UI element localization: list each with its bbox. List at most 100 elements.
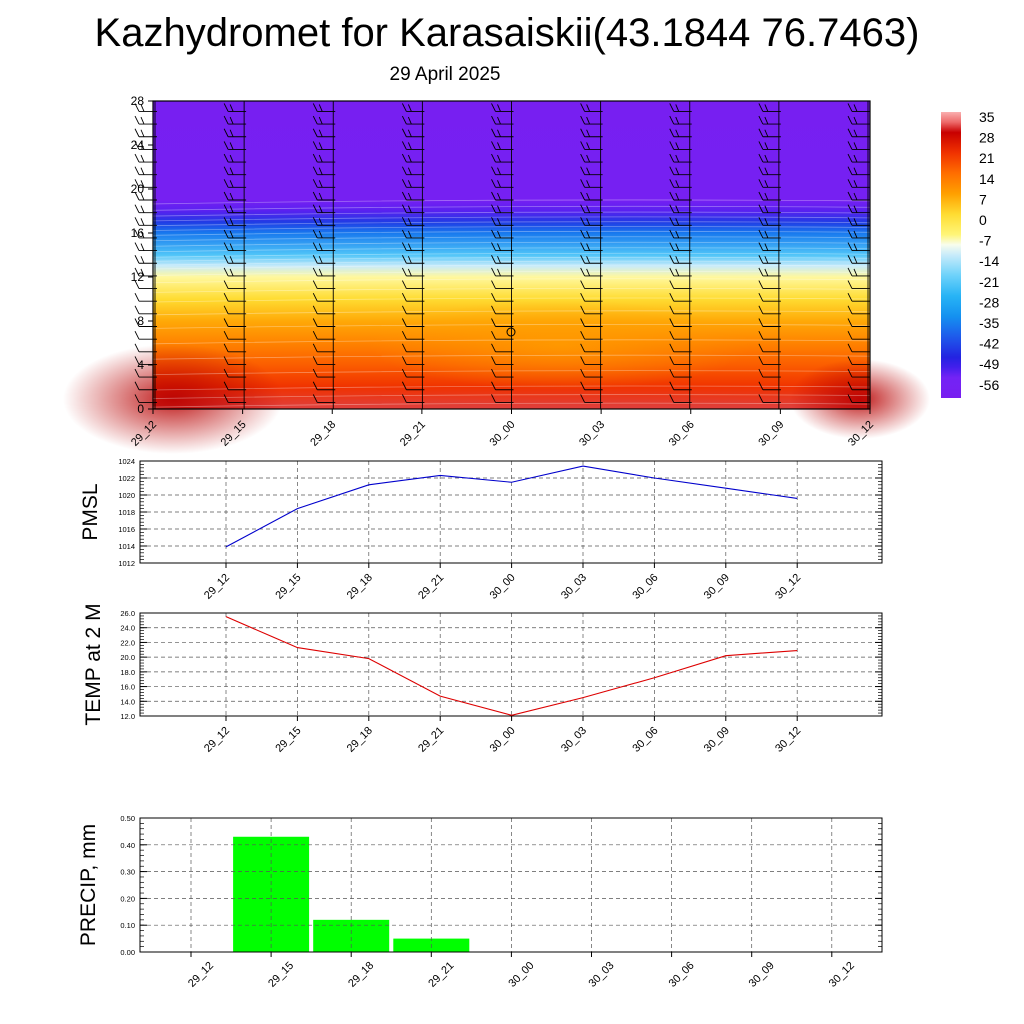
x-tick-label: 30_00	[488, 725, 518, 755]
x-tick-label: 30_12	[773, 572, 803, 602]
wind-barb	[312, 191, 336, 201]
wind-barb	[401, 394, 425, 403]
wind-barb	[401, 179, 425, 188]
y-tick-label: 0	[137, 402, 144, 416]
wind-barb	[223, 103, 247, 112]
wind-barb	[847, 103, 870, 112]
precip-panel: 0.00 0.10 0.20 0.30 0.40 0.50 29_12 29_15 29_18 2…	[77, 814, 883, 990]
wind-barb	[847, 115, 870, 125]
wind-barb	[491, 318, 514, 327]
wind-barb	[401, 141, 425, 150]
wind-barb	[223, 166, 247, 176]
wind-barb	[847, 267, 870, 277]
wind-barb	[312, 141, 336, 150]
y-tick-label: 1016	[118, 525, 135, 534]
colorbar-label: -35	[979, 315, 999, 331]
wind-barb	[223, 368, 247, 378]
temp-2m-panel: 12.0 14.0 16.0 18.0 20.0 22.0 24.0 26.0 29_12 29_…	[82, 603, 883, 755]
wind-barb	[223, 153, 247, 163]
wind-barb	[223, 242, 247, 252]
wind-barb	[847, 191, 870, 201]
wind-barb	[758, 381, 781, 391]
wind-barb	[758, 292, 781, 302]
y-axis-label: PMSL	[79, 483, 102, 540]
y-tick-label: 1018	[118, 508, 135, 517]
wind-barb	[312, 115, 336, 125]
wind-barb	[758, 267, 781, 277]
wind-barb	[223, 229, 247, 239]
wind-barb	[847, 343, 870, 353]
x-tick-label: 30_00	[488, 419, 518, 449]
wind-barb	[312, 229, 336, 239]
wind-barb	[758, 255, 781, 264]
wind-barb	[847, 255, 870, 264]
wind-barb	[758, 191, 781, 201]
wind-barb	[401, 242, 425, 252]
x-tick-label: 30_09	[747, 960, 777, 990]
colorbar-label: 7	[979, 191, 987, 207]
wind-barb	[669, 330, 692, 340]
wind-barb	[223, 115, 247, 125]
y-tick-label: 1012	[118, 559, 135, 568]
wind-barb	[401, 103, 425, 112]
wind-barb	[401, 217, 425, 226]
wind-barb	[134, 305, 157, 315]
wind-barb	[491, 381, 514, 391]
wind-barb	[580, 103, 603, 112]
wind-barb	[223, 191, 247, 201]
wind-barb	[312, 204, 336, 214]
colorbar-label: -7	[979, 233, 992, 249]
y-tick-label: 12	[131, 270, 145, 284]
wind-barb	[580, 141, 603, 150]
wind-barb	[134, 153, 157, 163]
x-tick-label: 30_06	[667, 419, 697, 449]
chart-title: Kazhydromet for Karasaiskii(43.1844 76.7…	[94, 11, 920, 55]
y-axis-label: PRECIP, mm	[77, 824, 100, 946]
y-tick-label: 1022	[118, 474, 135, 483]
pmsl-line	[225, 465, 798, 548]
wind-barb	[847, 179, 870, 188]
wind-barb	[401, 166, 425, 176]
wind-barb	[401, 153, 425, 163]
y-tick-label: 20.0	[120, 653, 135, 662]
wind-barb	[491, 204, 514, 214]
wind-barb	[223, 128, 247, 138]
x-tick-label: 29_18	[308, 419, 338, 449]
temperature-colorbar: 35 28 21 14 7 0 -7 -14 -21 -28 -35 -42 -49 -56	[941, 109, 999, 398]
wind-barb	[580, 292, 603, 302]
wind-barb	[580, 204, 603, 214]
wind-barb	[669, 179, 692, 188]
wind-barb	[669, 255, 692, 264]
wind-barb	[669, 204, 692, 214]
wind-barb	[758, 179, 781, 188]
wind-barb	[580, 153, 603, 163]
wind-barb	[847, 141, 870, 150]
y-tick-label: 28	[131, 94, 145, 108]
wind-barb	[758, 368, 781, 378]
y-tick-label: 18.0	[120, 668, 135, 677]
x-tick-label: 30_12	[773, 725, 803, 755]
wind-barb	[491, 141, 514, 150]
wind-barb	[312, 153, 336, 163]
wind-barb	[758, 343, 781, 353]
x-tick-label: 29_12	[202, 725, 232, 755]
wind-barb	[758, 141, 781, 150]
wind-barb	[580, 217, 603, 226]
y-tick-label: 12.0	[120, 712, 135, 721]
chart-subtitle: 29 April 2025	[389, 64, 501, 85]
wind-barb	[669, 242, 692, 252]
x-tick-label: 30_03	[577, 419, 607, 449]
wind-barb	[491, 153, 514, 163]
wind-barb	[491, 280, 514, 289]
wind-barb	[580, 343, 603, 353]
wind-barb	[758, 318, 781, 327]
wind-barb	[758, 330, 781, 340]
wind-barb	[312, 217, 336, 226]
wind-barb	[134, 343, 157, 353]
wind-barb	[847, 318, 870, 327]
x-tick-label: 30_03	[559, 572, 589, 602]
wind-barb	[223, 343, 247, 353]
wind-barb	[134, 204, 157, 214]
wind-barb	[401, 330, 425, 340]
wind-barb	[580, 267, 603, 277]
